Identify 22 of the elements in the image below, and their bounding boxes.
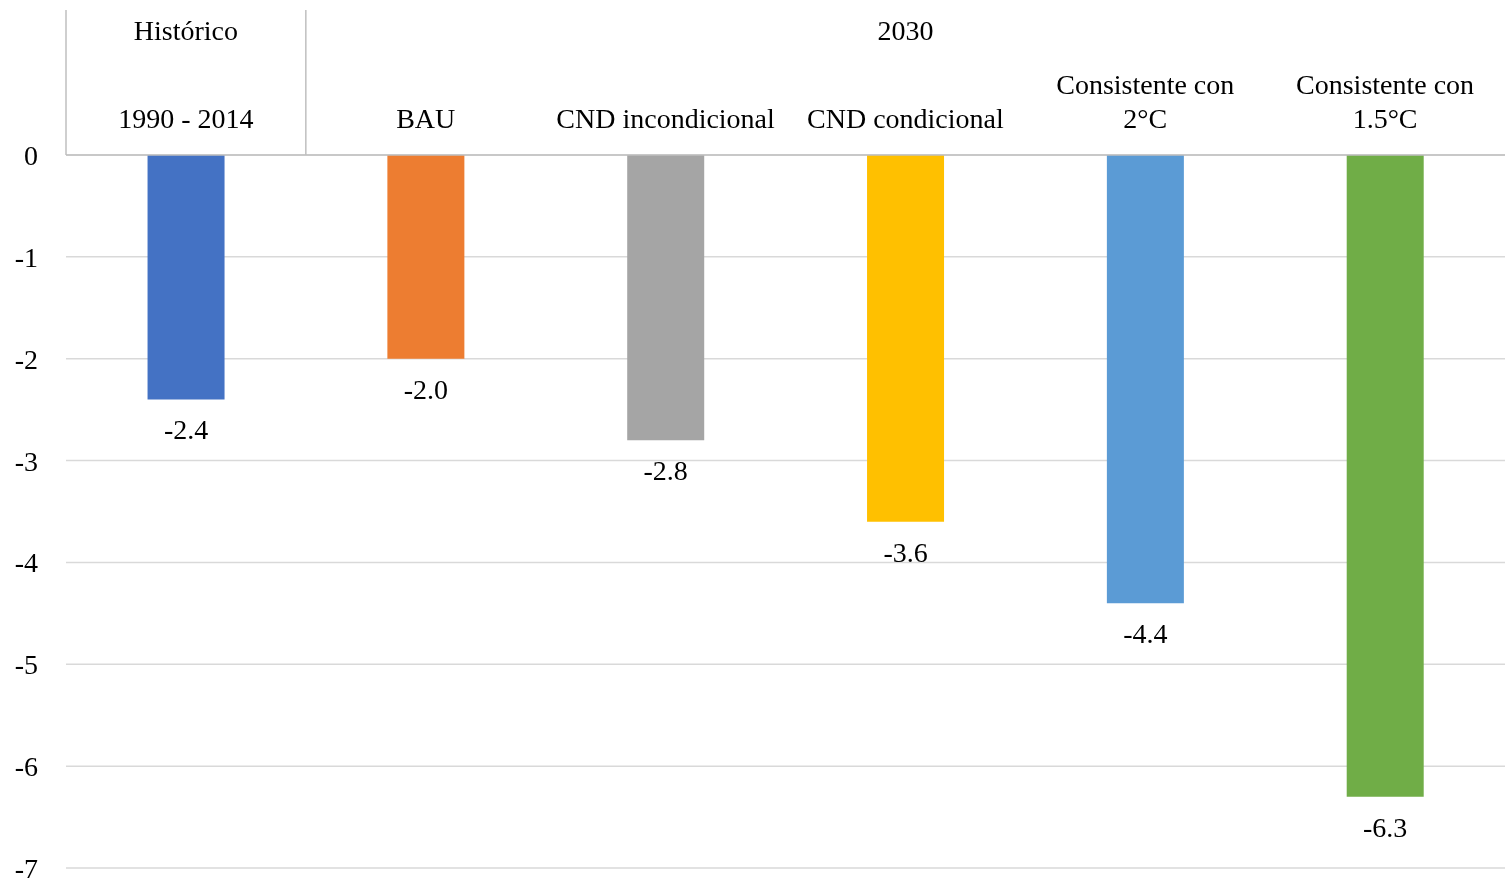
y-tick-label: -2 xyxy=(14,343,38,375)
x-tick-label: Consistente con 1.5°C xyxy=(1296,68,1475,134)
y-tick-label: -1 xyxy=(14,241,38,273)
y-tick-label: -6 xyxy=(14,751,38,783)
y-tick-label: -5 xyxy=(14,649,38,681)
x-tick-label: CND condicional xyxy=(807,102,1004,134)
data-label: -2.8 xyxy=(643,454,688,486)
text: Histórico xyxy=(133,14,239,46)
data-label: -3.6 xyxy=(883,536,928,568)
y-tick-label: -7 xyxy=(14,852,38,884)
data-label: -4.4 xyxy=(1123,617,1168,649)
x-tick-label: BAU xyxy=(396,102,456,134)
data-label: -2.0 xyxy=(403,373,449,405)
data-label: -2.4 xyxy=(163,413,209,445)
x-tick-label: Consistente con 2°C xyxy=(1056,68,1235,134)
data-label: -6.3 xyxy=(1363,811,1408,843)
y-tick-label: -4 xyxy=(14,547,38,579)
text: 2030 xyxy=(877,14,934,46)
y-tick-label: 0 xyxy=(24,139,38,171)
y-tick-label: -3 xyxy=(14,445,38,477)
x-tick-label: CND incondicional xyxy=(556,102,776,134)
x-tick-label: 1990 - 2014 xyxy=(118,102,254,134)
